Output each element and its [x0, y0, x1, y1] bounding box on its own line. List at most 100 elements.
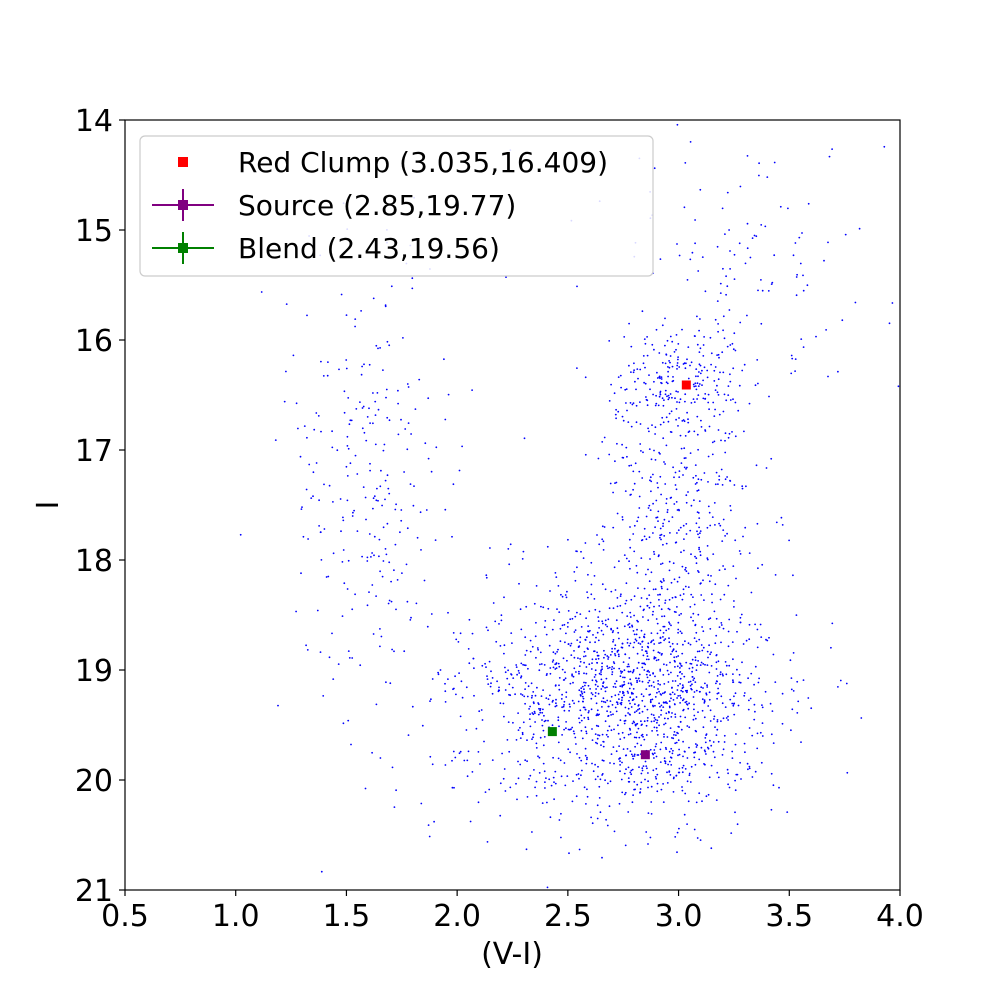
star-point [520, 737, 522, 739]
star-point [576, 551, 578, 553]
star-point [699, 551, 701, 553]
star-point [710, 575, 712, 577]
star-point [680, 435, 682, 437]
star-point [688, 747, 690, 749]
star-point [657, 377, 659, 379]
star-point [570, 728, 572, 730]
star-point [606, 734, 608, 736]
star-point [715, 319, 717, 321]
star-point [664, 638, 666, 640]
star-point [679, 754, 681, 756]
star-point [600, 811, 602, 813]
star-point [629, 547, 631, 549]
star-point [658, 352, 660, 354]
star-point [647, 642, 649, 644]
star-point [792, 574, 794, 576]
star-point [625, 490, 627, 492]
star-point [696, 746, 698, 748]
star-point [582, 686, 584, 688]
star-point [642, 736, 644, 738]
star-point [733, 332, 735, 334]
star-point [556, 651, 558, 653]
star-point [374, 401, 376, 403]
star-point [641, 693, 643, 695]
star-point [662, 525, 664, 527]
star-point [695, 659, 697, 661]
star-point [578, 773, 580, 775]
star-point [481, 665, 483, 667]
star-point [650, 749, 652, 751]
star-point [684, 702, 686, 704]
star-point [466, 760, 468, 762]
star-point [693, 704, 695, 706]
star-point [588, 663, 590, 665]
star-point [773, 654, 775, 656]
star-point [426, 509, 428, 511]
star-point [553, 781, 555, 783]
star-point [652, 394, 654, 396]
star-point [695, 718, 697, 720]
star-point [660, 580, 662, 582]
star-point [670, 646, 672, 648]
star-point [616, 711, 618, 713]
star-point [687, 780, 689, 782]
star-point [509, 787, 511, 789]
star-point [677, 695, 679, 697]
star-point [595, 658, 597, 660]
star-point [682, 790, 684, 792]
star-point [579, 709, 581, 711]
star-point [543, 715, 545, 717]
star-point [680, 690, 682, 692]
star-point [503, 653, 505, 655]
star-point [665, 503, 667, 505]
star-point [668, 397, 670, 399]
star-point [408, 422, 410, 424]
star-point [453, 751, 455, 753]
star-point [595, 742, 597, 744]
star-point [549, 667, 551, 669]
star-point [397, 579, 399, 581]
star-point [640, 782, 642, 784]
star-point [825, 329, 827, 331]
star-point [667, 340, 669, 342]
star-point [597, 776, 599, 778]
star-point [560, 594, 562, 596]
star-point [572, 780, 574, 782]
star-point [611, 651, 613, 653]
star-point [561, 706, 563, 708]
star-point [707, 664, 709, 666]
star-point [633, 402, 635, 404]
star-point [388, 561, 390, 563]
star-point [735, 789, 737, 791]
star-point [722, 268, 724, 270]
star-point [757, 567, 759, 569]
star-point [667, 366, 669, 368]
star-point [629, 626, 631, 628]
star-point [598, 714, 600, 716]
star-point [601, 666, 603, 668]
star-point [751, 735, 753, 737]
star-point [668, 711, 670, 713]
star-point [578, 671, 580, 673]
star-point [688, 378, 690, 380]
star-point [717, 323, 719, 325]
star-point [636, 421, 638, 423]
star-point [802, 275, 804, 277]
star-point [729, 309, 731, 311]
star-point [722, 484, 724, 486]
star-point [379, 539, 381, 541]
star-point [531, 738, 533, 740]
star-point [739, 762, 741, 764]
star-point [669, 599, 671, 601]
star-point [365, 519, 367, 521]
star-point [524, 654, 526, 656]
star-point [300, 572, 302, 574]
star-point [586, 673, 588, 675]
star-point [649, 388, 651, 390]
star-point [645, 765, 647, 767]
star-point [493, 602, 495, 604]
star-point [796, 712, 798, 714]
star-point [631, 692, 633, 694]
star-point [670, 653, 672, 655]
star-point [709, 653, 711, 655]
